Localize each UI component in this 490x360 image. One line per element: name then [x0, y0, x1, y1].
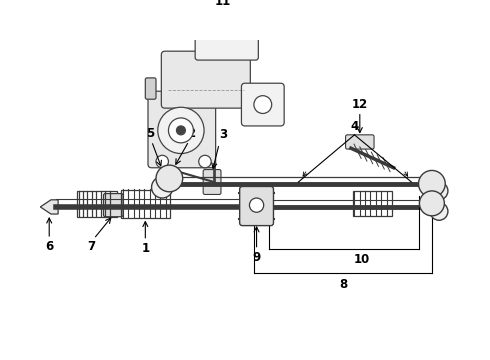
Circle shape [156, 155, 169, 168]
FancyBboxPatch shape [242, 83, 284, 126]
Text: 6: 6 [45, 240, 53, 253]
Polygon shape [40, 200, 58, 214]
Circle shape [176, 126, 185, 135]
FancyBboxPatch shape [161, 51, 250, 108]
FancyBboxPatch shape [195, 28, 258, 60]
Circle shape [430, 182, 448, 200]
Text: 3: 3 [219, 128, 227, 141]
FancyBboxPatch shape [203, 170, 221, 194]
FancyBboxPatch shape [241, 18, 260, 35]
Text: 2: 2 [188, 127, 196, 140]
Bar [122, 190, 170, 217]
Circle shape [199, 155, 211, 168]
Circle shape [151, 177, 173, 198]
Text: 11: 11 [215, 0, 231, 8]
Circle shape [254, 96, 271, 113]
Circle shape [419, 191, 444, 216]
FancyBboxPatch shape [240, 186, 273, 226]
Bar [77, 191, 117, 217]
Circle shape [156, 165, 183, 192]
Text: 9: 9 [252, 251, 261, 264]
Text: 5: 5 [146, 127, 154, 140]
Text: 1: 1 [141, 242, 149, 255]
Circle shape [430, 202, 448, 220]
Text: 4: 4 [350, 120, 359, 133]
Circle shape [418, 170, 445, 197]
Text: 7: 7 [87, 240, 95, 253]
FancyBboxPatch shape [148, 91, 216, 168]
FancyBboxPatch shape [103, 194, 123, 217]
Circle shape [169, 118, 194, 143]
Circle shape [158, 107, 204, 153]
Circle shape [249, 198, 264, 212]
Text: 12: 12 [352, 98, 368, 111]
FancyBboxPatch shape [146, 78, 156, 99]
Bar [353, 191, 392, 216]
Text: 10: 10 [353, 253, 370, 266]
FancyBboxPatch shape [345, 135, 374, 149]
Text: 8: 8 [339, 278, 347, 291]
